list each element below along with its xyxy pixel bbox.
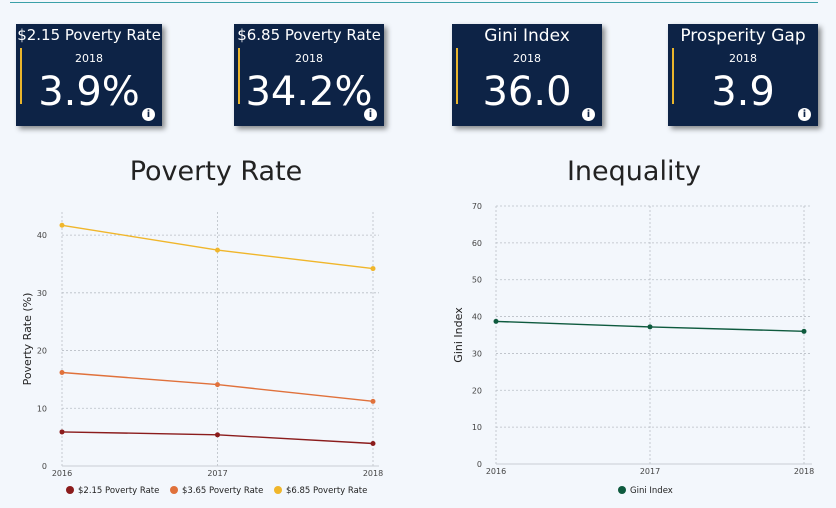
kpi-value: 36.0 — [482, 69, 572, 115]
kpi-card-gini-index: Gini Index 2018 36.0 i — [452, 24, 602, 126]
legend-marker — [274, 486, 282, 494]
y-tick-label: 10 — [37, 404, 47, 413]
x-tick-label: 2017 — [207, 469, 227, 478]
top-divider — [10, 2, 818, 3]
kpi-accent-bar — [20, 48, 22, 104]
legend-marker — [618, 486, 626, 494]
data-point — [370, 266, 376, 272]
y-tick-label: 60 — [472, 239, 482, 248]
y-tick-label: 70 — [472, 202, 482, 211]
kpi-value: 3.9% — [38, 69, 140, 115]
data-point — [370, 398, 376, 404]
legend-marker — [66, 486, 74, 494]
info-icon[interactable]: i — [798, 108, 811, 121]
kpi-accent-bar — [456, 48, 458, 104]
legend-marker — [170, 486, 178, 494]
y-tick-label: 20 — [472, 386, 482, 395]
kpi-year: 2018 — [75, 52, 103, 65]
info-icon[interactable]: i — [582, 108, 595, 121]
kpi-title: Gini Index — [484, 26, 570, 46]
y-tick-label: 10 — [472, 423, 482, 432]
x-tick-label: 2018 — [794, 467, 814, 476]
kpi-title: Prosperity Gap — [680, 26, 806, 46]
inequality-chart: 0 10 20 30 40 50 60 70 2016 2017 2018 Gini Index Gin… — [452, 202, 814, 496]
x-tick-label: 2018 — [363, 469, 383, 478]
legend-label: $6.85 Poverty Rate — [286, 486, 367, 496]
y-tick-label: 0 — [477, 460, 482, 469]
y-tick-label: 30 — [472, 349, 482, 358]
kpi-title: $2.15 Poverty Rate — [17, 26, 161, 44]
x-tick-label: 2017 — [640, 467, 660, 476]
kpi-card-poverty-685: $6.85 Poverty Rate 2018 34.2% i — [234, 24, 384, 126]
kpi-card-poverty-215: $2.15 Poverty Rate 2018 3.9% i — [16, 24, 162, 126]
x-tick-label: 2016 — [486, 467, 506, 476]
data-point — [647, 324, 653, 330]
legend-label: Gini Index — [630, 486, 673, 496]
kpi-year: 2018 — [729, 52, 757, 65]
kpi-accent-bar — [238, 48, 240, 104]
legend-label: $3.65 Poverty Rate — [182, 486, 263, 496]
poverty-rate-chart: 0 10 20 30 40 2016 2017 2018 Poverty Rate (%) $2.… — [21, 212, 383, 496]
info-icon[interactable]: i — [142, 108, 155, 121]
kpi-year: 2018 — [513, 52, 541, 65]
y-axis-label: Gini Index — [452, 307, 465, 363]
data-point — [215, 247, 220, 253]
kpi-title: $6.85 Poverty Rate — [237, 26, 381, 44]
y-tick-label: 20 — [37, 347, 47, 356]
inequality-chart-title: Inequality — [566, 156, 702, 187]
info-icon[interactable]: i — [364, 108, 377, 121]
data-point — [493, 318, 499, 324]
x-tick-label: 2016 — [52, 469, 72, 478]
kpi-value: 34.2% — [245, 69, 373, 115]
kpi-accent-bar — [672, 48, 674, 104]
kpi-value: 3.9 — [711, 69, 775, 115]
y-tick-label: 30 — [37, 289, 47, 298]
data-point — [215, 382, 220, 388]
data-point — [370, 440, 376, 446]
y-tick-label: 0 — [42, 462, 47, 471]
poverty-chart-title: Poverty Rate — [129, 156, 303, 187]
y-axis-label: Poverty Rate (%) — [21, 293, 34, 386]
data-point — [59, 429, 65, 435]
y-tick-label: 40 — [472, 313, 482, 322]
data-point — [59, 222, 65, 228]
kpi-year: 2018 — [295, 52, 323, 65]
kpi-card-prosperity-gap: Prosperity Gap 2018 3.9 i — [668, 24, 818, 126]
data-point — [801, 328, 807, 334]
y-tick-label: 40 — [37, 231, 47, 240]
legend-label: $2.15 Poverty Rate — [78, 486, 159, 496]
data-point — [215, 432, 220, 438]
series-line — [61, 224, 374, 270]
y-tick-label: 50 — [472, 276, 482, 285]
data-point — [59, 369, 65, 375]
